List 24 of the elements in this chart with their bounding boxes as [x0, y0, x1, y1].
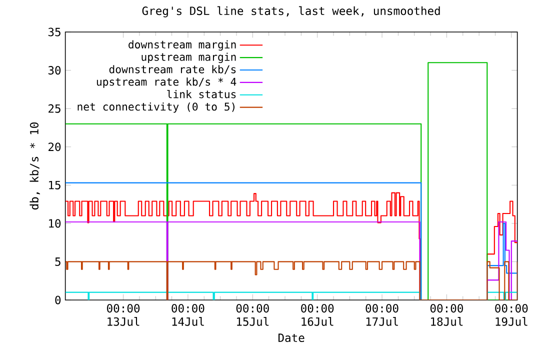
y-axis-title: db, kb/s * 10 [30, 122, 40, 210]
x-axis-title: Date [278, 334, 304, 342]
y-tick-label: 5 [55, 258, 60, 266]
chart-title: Greg's DSL line stats, last week, unsmoothed [142, 6, 440, 18]
x-tick-label: 00:00 17Jul [366, 304, 398, 326]
y-tick-label: 30 [48, 66, 61, 75]
y-tick-label: 0 [55, 296, 61, 304]
x-tick-label: 00:00 18Jul [430, 304, 463, 326]
y-tick-label: 20 [48, 142, 61, 152]
legend-label: net connectivity (0 to 5) [78, 102, 234, 113]
x-tick-label: 00:00 13Jul [107, 304, 140, 326]
x-tick-label: 00:00 16Jul [301, 304, 334, 326]
y-tick-label: 35 [48, 28, 60, 36]
x-tick-label: 00:00 14Jul [172, 304, 204, 326]
y-tick-label: 25 [48, 104, 60, 113]
legend-label: link status [167, 90, 236, 98]
legend-label: downstream rate kb/s [109, 65, 236, 74]
legend-label: upstream margin [142, 52, 236, 64]
y-tick-label: 15 [49, 180, 60, 190]
y-tick-label: 10 [49, 219, 61, 228]
legend-label: upstream rate kb/s * 4 [96, 78, 236, 88]
x-tick-label: 00:00 15Jul [236, 304, 269, 326]
x-tick-label: 00:00 19Jul [495, 304, 528, 326]
legend-label: downstream margin [128, 40, 236, 51]
